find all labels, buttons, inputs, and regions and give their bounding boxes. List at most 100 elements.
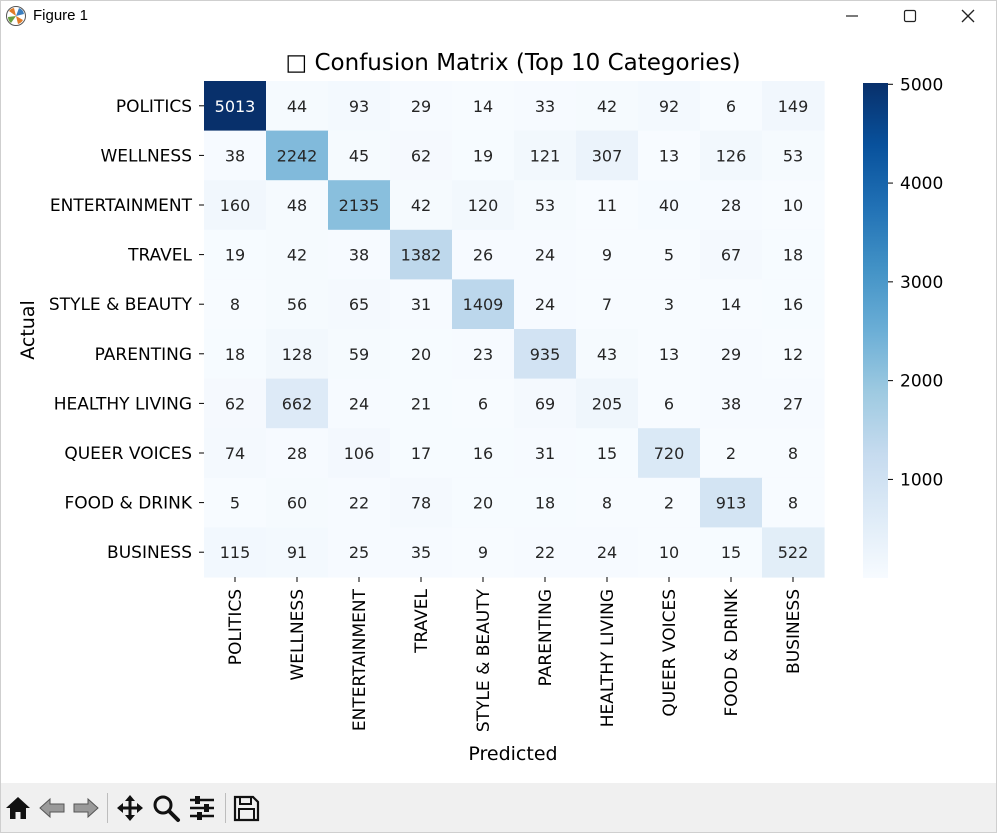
heatmap-cell — [328, 229, 391, 280]
close-button[interactable] — [945, 1, 991, 31]
heatmap-cell — [328, 527, 391, 578]
cell-value-label: 15 — [597, 444, 617, 463]
heatmap-cell — [328, 329, 391, 380]
cell-value-label: 21 — [411, 394, 431, 413]
heatmap-cell — [452, 329, 515, 380]
cell-value-label: 93 — [349, 97, 369, 116]
cell-value-label: 8 — [230, 295, 240, 314]
cell-value-label: 62 — [411, 146, 431, 165]
cell-value-label: 24 — [535, 246, 555, 265]
figure-canvas[interactable]: □ Confusion Matrix (Top 10 Categories) 5… — [1, 33, 996, 783]
cell-value-label: 14 — [721, 295, 741, 314]
forward-button[interactable] — [69, 791, 103, 825]
heatmap-cell — [390, 81, 453, 132]
cell-value-label: 662 — [282, 394, 313, 413]
cell-value-label: 60 — [287, 494, 307, 513]
cell-value-label: 10 — [659, 543, 679, 562]
cell-value-label: 2242 — [277, 146, 318, 165]
heatmap-cell — [204, 81, 267, 132]
heatmap-cell — [762, 81, 825, 132]
heatmap-cell — [700, 81, 763, 132]
heatmap-cell — [266, 229, 329, 280]
cell-value-label: 522 — [778, 543, 809, 562]
heatmap-cell — [700, 180, 763, 231]
zoom-button[interactable] — [149, 791, 183, 825]
navigation-toolbar — [1, 783, 996, 832]
cell-value-label: 38 — [721, 394, 741, 413]
heatmap-cell — [328, 378, 391, 429]
cell-value-label: 29 — [411, 97, 431, 116]
heatmap-cell — [638, 329, 701, 380]
cell-value-label: 149 — [778, 97, 809, 116]
pan-icon — [117, 795, 143, 821]
heatmap-cell — [390, 130, 453, 181]
heatmap-cell — [266, 180, 329, 231]
heatmap-cell — [576, 527, 639, 578]
cell-value-label: 62 — [225, 394, 245, 413]
heatmap-cell — [204, 130, 267, 181]
cell-value-label: 126 — [716, 146, 747, 165]
configure-subplots-button[interactable] — [185, 791, 219, 825]
toolbar-separator — [225, 793, 226, 823]
cell-value-label: 56 — [287, 295, 307, 314]
heatmap-cell — [762, 329, 825, 380]
back-button[interactable] — [35, 791, 69, 825]
heatmap-cell — [638, 527, 701, 578]
heatmap-cell — [328, 130, 391, 181]
heatmap-cell — [514, 428, 577, 479]
heatmap-cell — [204, 279, 267, 330]
cell-value-label: 31 — [535, 444, 555, 463]
cell-value-label: 78 — [411, 494, 431, 513]
window-title: Figure 1 — [33, 7, 89, 24]
heatmap-cell — [576, 378, 639, 429]
cell-value-label: 48 — [287, 196, 307, 215]
heatmap-cell — [452, 130, 515, 181]
x-tick-label: PARENTING — [536, 589, 556, 686]
heatmap-cell — [638, 428, 701, 479]
configure-subplots-icon — [190, 796, 214, 820]
heatmap-cell — [514, 81, 577, 132]
cell-value-label: 53 — [535, 196, 555, 215]
cell-value-label: 12 — [783, 345, 803, 364]
heatmap-cell — [762, 428, 825, 479]
y-tick-label: BUSINESS — [107, 543, 192, 563]
chart-title: □ Confusion Matrix (Top 10 Categories) — [285, 50, 740, 76]
colorbar — [863, 83, 888, 578]
heatmap-cell — [328, 81, 391, 132]
cell-value-label: 25 — [349, 543, 369, 562]
cell-value-label: 44 — [287, 97, 307, 116]
cell-value-label: 65 — [349, 295, 369, 314]
cell-value-label: 33 — [535, 97, 555, 116]
colorbar-tick-label: 3000 — [900, 273, 943, 293]
maximize-button[interactable] — [887, 1, 933, 31]
maximize-icon — [903, 9, 917, 23]
home-button[interactable] — [1, 791, 35, 825]
cell-value-label: 20 — [473, 494, 493, 513]
save-button[interactable] — [229, 791, 263, 825]
heatmap-cell — [452, 378, 515, 429]
heatmap-cell — [514, 527, 577, 578]
heatmap-cell — [576, 279, 639, 330]
close-icon — [961, 9, 975, 23]
cell-value-label: 24 — [349, 394, 369, 413]
pan-button[interactable] — [113, 791, 147, 825]
cell-value-label: 9 — [478, 543, 488, 562]
minimize-button[interactable] — [829, 1, 875, 31]
colorbar-tick-label: 5000 — [900, 75, 943, 95]
cell-value-label: 35 — [411, 543, 431, 562]
heatmap-cell — [204, 229, 267, 280]
heatmap-cell — [204, 527, 267, 578]
heatmap-cell — [576, 130, 639, 181]
cell-value-label: 8 — [602, 494, 612, 513]
save-icon — [233, 795, 260, 822]
heatmap-cell — [576, 477, 639, 528]
heatmap-cell — [700, 428, 763, 479]
heatmap-cell — [576, 229, 639, 280]
cell-value-label: 5013 — [215, 97, 256, 116]
cell-value-label: 42 — [597, 97, 617, 116]
cell-value-label: 307 — [592, 146, 623, 165]
title-bar[interactable]: Figure 1 — [1, 1, 996, 33]
heatmap-cell — [266, 477, 329, 528]
cell-value-label: 45 — [349, 146, 369, 165]
cell-value-label: 69 — [535, 394, 555, 413]
